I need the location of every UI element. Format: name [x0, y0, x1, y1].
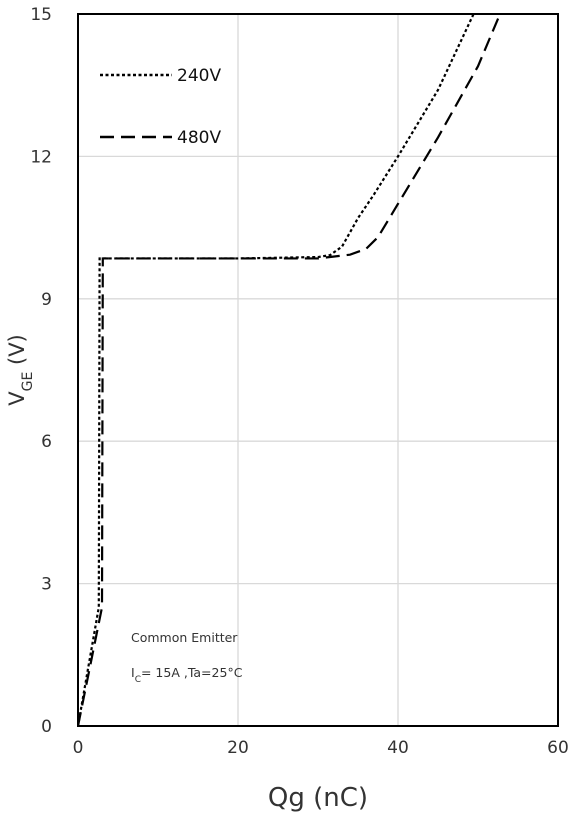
y-tick-label: 12 [30, 147, 52, 167]
x-tick-label: 0 [73, 738, 84, 758]
series-line-480v [78, 14, 502, 726]
plot-area-frame [77, 13, 559, 727]
x-tick-label: 20 [227, 738, 249, 758]
y-axis-title-main: V [5, 391, 29, 406]
y-tick-label: 0 [41, 717, 52, 737]
legend-label-480v: 480V [177, 128, 221, 148]
y-tick-label: 15 [30, 5, 52, 25]
annotation-ic-main: I [131, 665, 135, 680]
x-axis-title: Qg (nC) [268, 783, 368, 813]
y-tick-label: 6 [41, 432, 52, 452]
y-tick-label: 9 [41, 290, 52, 310]
annotation-ic-subscript: C [135, 675, 141, 685]
annotation-common-emitter: Common Emitter [131, 630, 238, 645]
annotation-ic-rest: = 15A ,Ta=25°C [141, 665, 243, 680]
series-lines [78, 14, 502, 726]
legend: 240V 480V [100, 66, 221, 148]
y-axis-title: VGE (V) [5, 334, 36, 406]
x-tick-label: 60 [547, 738, 568, 758]
annotation-test-conditions: IC= 15A ,Ta=25°C [131, 665, 243, 685]
y-tick-label: 3 [41, 575, 52, 595]
x-tick-label: 40 [387, 738, 409, 758]
grid-lines [78, 14, 558, 726]
y-axis-title-subscript: GE [20, 372, 36, 392]
legend-label-240v: 240V [177, 66, 221, 86]
y-axis-title-unit: (V) [5, 334, 29, 371]
series-line-240v [78, 14, 475, 726]
tick-labels: 0 20 40 60 0 3 6 9 12 15 [30, 5, 568, 758]
